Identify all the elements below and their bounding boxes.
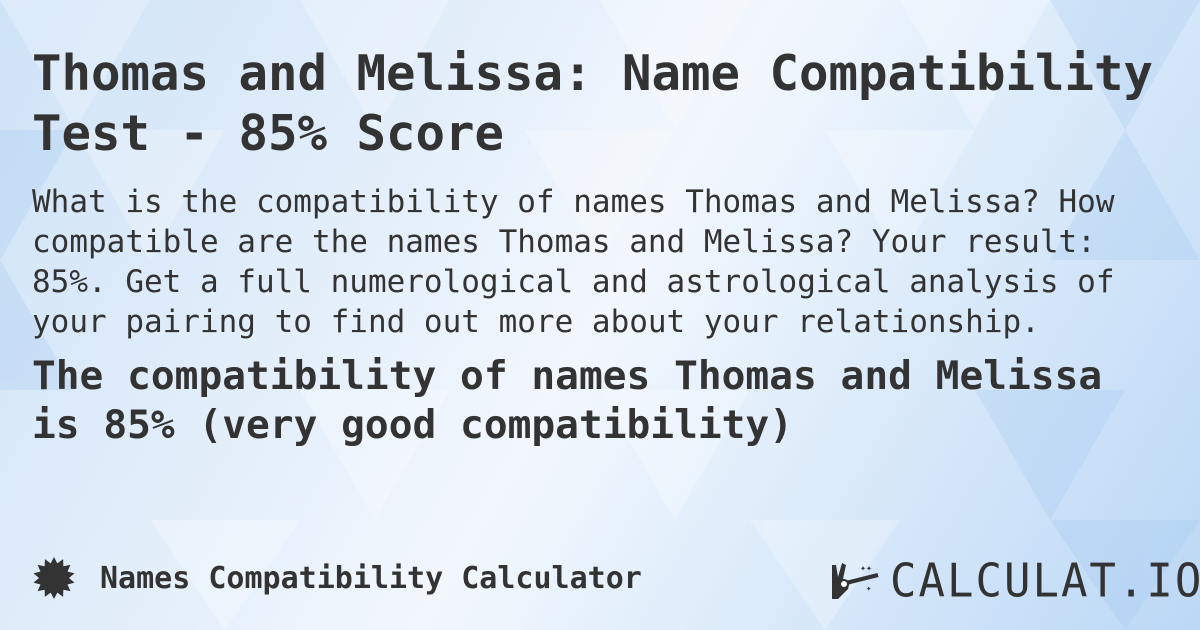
logo-text: CALCULAT.IO [890, 554, 1200, 609]
magic-wand-hand-icon: ✦✦ ✦ [832, 562, 879, 599]
calculator-label: Names Compatibility Calculator [32, 556, 642, 600]
svg-text:✦✦: ✦✦ [860, 563, 872, 574]
result-heading: The compatibility of names Thomas and Me… [32, 353, 1103, 448]
calculat-io-logo[interactable]: ✦✦ ✦ CALCULAT.IO [828, 554, 1200, 609]
calculator-name: Names Compatibility Calculator [100, 560, 642, 596]
page-title: Thomas and Melissa: Name Compatibility T… [32, 45, 1154, 162]
description: What is the compatibility of names Thoma… [32, 184, 1115, 340]
badge-star-icon [33, 557, 75, 599]
svg-text:✦: ✦ [866, 584, 872, 594]
